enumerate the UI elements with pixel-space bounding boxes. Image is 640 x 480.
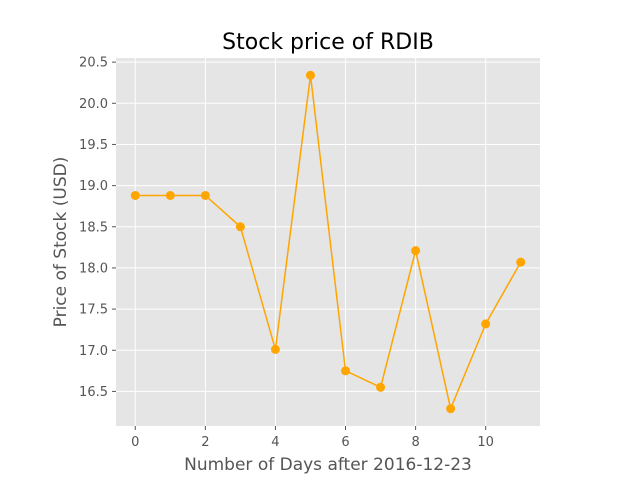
y-axis-ticks: 16.5 17.0 17.5 18.0 18.5 19.0 19.5 20.0 20.5 (79, 56, 116, 400)
data-point (305, 70, 315, 80)
y-tick-label: 18.0 (79, 261, 108, 276)
series-line (135, 75, 522, 412)
data-points (130, 70, 526, 414)
data-point (376, 382, 386, 392)
y-tick-label: 20.0 (79, 97, 108, 112)
y-axis-label: Price of Stock (USD) (51, 157, 71, 328)
x-tick-label: 4 (271, 435, 279, 450)
data-point (200, 190, 210, 200)
x-tick-label: 6 (341, 435, 349, 450)
data-point (270, 344, 280, 354)
data-point (130, 190, 140, 200)
y-tick-label: 17.5 (79, 303, 108, 318)
data-point (481, 319, 491, 329)
y-tick-label: 17.0 (79, 344, 108, 359)
data-point (411, 246, 421, 256)
y-tick-label: 19.0 (79, 179, 108, 194)
x-axis-label: Number of Days after 2016-12-23 (184, 455, 472, 475)
data-point (516, 257, 526, 267)
chart-title: Stock price of RDIB (222, 30, 434, 55)
data-point (235, 222, 245, 232)
x-axis-ticks: 0 2 4 6 8 10 (131, 426, 494, 450)
y-tick-label: 16.5 (79, 385, 108, 400)
x-tick-label: 8 (411, 435, 419, 450)
data-point (165, 190, 175, 200)
y-tick-label: 20.5 (79, 56, 108, 71)
x-tick-label: 10 (477, 435, 494, 450)
plot-area (116, 58, 540, 426)
y-tick-label: 19.5 (79, 138, 108, 153)
grid-lines (116, 58, 540, 426)
y-tick-label: 18.5 (79, 220, 108, 235)
x-tick-label: 2 (201, 435, 209, 450)
data-point (341, 366, 351, 376)
data-point (446, 404, 456, 414)
x-tick-label: 0 (131, 435, 139, 450)
